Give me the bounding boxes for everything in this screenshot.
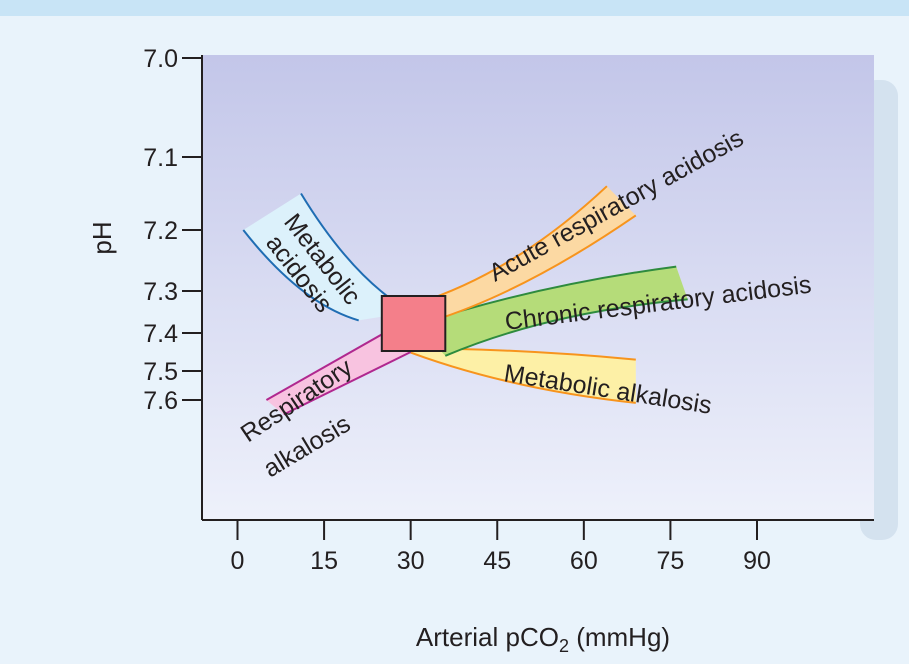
- x-tick-label: 15: [310, 547, 338, 575]
- y-tick-label: 7.5: [143, 358, 178, 386]
- x-tick-label: 30: [397, 547, 425, 575]
- y-tick-label: 7.4: [143, 320, 178, 348]
- y-tick-label: 7.2: [143, 217, 178, 245]
- y-tick-label: 7.1: [143, 144, 178, 172]
- x-tick-label: 90: [743, 547, 771, 575]
- y-ticks: 7.0 7.1 7.2 7.3 7.4 7.57.6: [143, 45, 202, 415]
- x-tick-label: 75: [657, 547, 685, 575]
- normal-range-box: [382, 296, 445, 351]
- y-tick-label: 7.3: [143, 278, 178, 306]
- x-tick-label: 45: [483, 547, 511, 575]
- y-axis-title: pH: [87, 221, 117, 254]
- x-axis-title: Arterial pCO2 (mmHg): [416, 622, 670, 656]
- x-ticks: 0 15 30 45 60 75 90: [231, 520, 771, 575]
- y-tick-label: 7.0: [143, 45, 178, 73]
- x-tick-label: 0: [231, 547, 245, 575]
- y-tick-label: 7.6: [143, 387, 178, 415]
- x-tick-label: 60: [570, 547, 598, 575]
